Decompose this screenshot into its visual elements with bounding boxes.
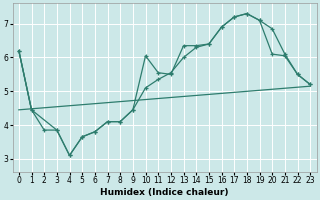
X-axis label: Humidex (Indice chaleur): Humidex (Indice chaleur) [100, 188, 229, 197]
